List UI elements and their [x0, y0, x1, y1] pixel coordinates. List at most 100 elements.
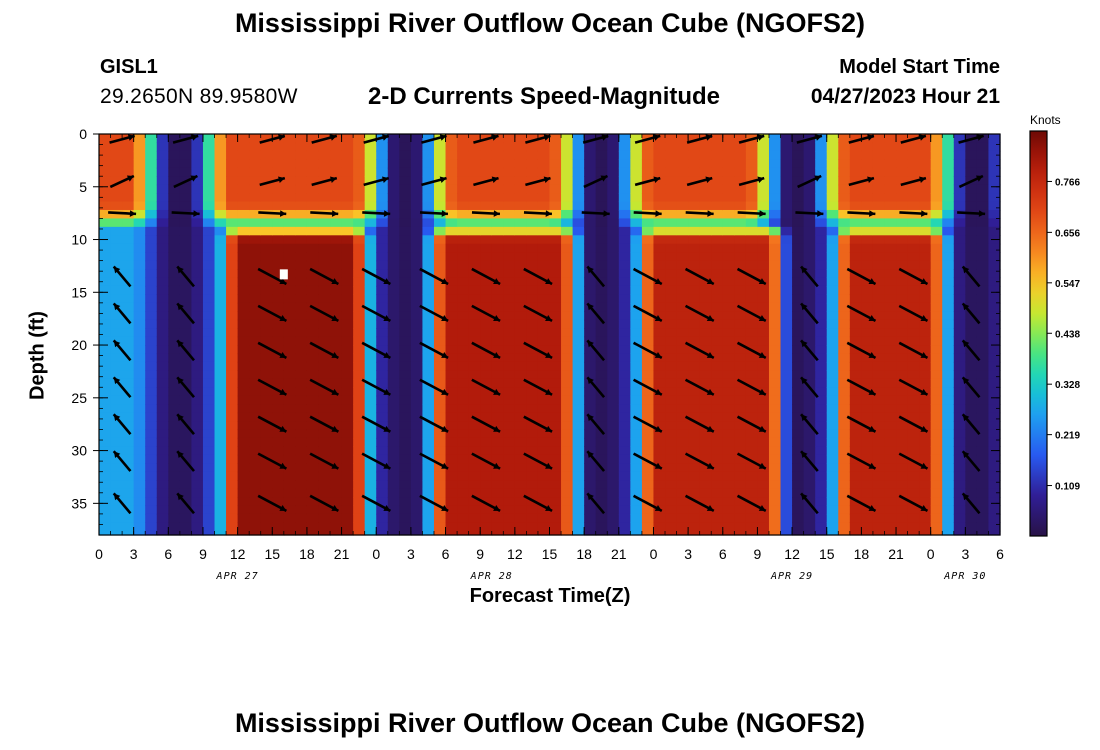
current-arrow — [523, 452, 553, 470]
heatmap-cell — [410, 454, 424, 464]
heatmap-cell — [976, 328, 990, 338]
heatmap-cell — [318, 488, 331, 498]
heatmap-cell — [445, 480, 458, 490]
current-arrow — [736, 304, 767, 323]
heatmap-cell — [849, 353, 862, 363]
heatmap-cell — [410, 142, 424, 152]
heatmap-cell — [122, 404, 135, 414]
heatmap-cell — [919, 252, 932, 262]
heatmap-cell — [884, 421, 897, 431]
heatmap-cell — [226, 176, 239, 186]
heatmap-cell — [503, 252, 516, 262]
heatmap-cell — [122, 395, 135, 405]
current-arrow — [961, 376, 981, 399]
heatmap-cell — [214, 167, 227, 177]
heatmap-cell — [226, 530, 239, 536]
heatmap-cell — [433, 429, 447, 439]
current-arrow — [586, 265, 606, 288]
current-arrow — [586, 302, 606, 325]
heatmap-cell — [399, 294, 412, 304]
heatmap-cell — [561, 134, 574, 144]
heatmap-cell — [699, 319, 712, 329]
heatmap-cell — [641, 260, 655, 270]
heatmap-cell — [237, 530, 250, 536]
heatmap-cell — [145, 404, 158, 414]
heatmap-cell — [653, 150, 666, 160]
heatmap-cell — [318, 328, 331, 338]
heatmap-cell — [526, 404, 539, 414]
heatmap-cell — [745, 412, 759, 422]
heatmap-cell — [572, 530, 585, 536]
heatmap-cell — [930, 429, 943, 439]
heatmap-cell — [110, 387, 123, 397]
heatmap-cell — [295, 471, 308, 481]
heatmap-cell — [699, 235, 712, 245]
heatmap-cell — [988, 209, 1001, 220]
heatmap-cell — [526, 395, 539, 405]
heatmap-cell — [306, 361, 320, 371]
heatmap-cell — [930, 412, 943, 422]
heatmap-cell — [965, 235, 978, 245]
heatmap-cell — [168, 269, 181, 279]
heatmap-cell — [907, 150, 920, 160]
heatmap-cell — [745, 505, 759, 515]
heatmap-cell — [803, 252, 816, 262]
heatmap-cell — [815, 480, 828, 490]
heatmap-cell — [815, 412, 828, 422]
heatmap-cell — [688, 404, 701, 414]
heatmap-cell — [653, 336, 666, 346]
heatmap-cell — [838, 167, 851, 177]
heatmap-cell — [330, 497, 343, 507]
heatmap-cell — [410, 522, 424, 532]
heatmap-cell — [942, 319, 955, 329]
heatmap-cell — [976, 201, 990, 211]
heatmap-cell — [942, 328, 955, 338]
heatmap-cell — [156, 193, 169, 203]
heatmap-cell — [745, 513, 759, 523]
heatmap-cell — [976, 260, 990, 270]
heatmap-cell — [988, 336, 1001, 346]
heatmap-cell — [711, 260, 724, 270]
current-arrow — [473, 176, 499, 187]
heatmap-cell — [884, 336, 897, 346]
heatmap-cell — [722, 497, 735, 507]
heatmap-cell — [237, 404, 250, 414]
heatmap-cell — [306, 454, 320, 464]
heatmap-cell — [168, 421, 181, 431]
heatmap-cell — [145, 319, 158, 329]
heatmap-cell — [514, 193, 527, 203]
heatmap-cell — [468, 277, 481, 287]
heatmap-cell — [237, 429, 250, 439]
heatmap-cell — [191, 480, 204, 490]
heatmap-cell — [410, 421, 424, 431]
heatmap-cell — [699, 505, 712, 515]
heatmap-cell — [815, 378, 828, 388]
heatmap-cell — [191, 226, 204, 236]
heatmap-cell — [445, 437, 458, 447]
heatmap-cell — [468, 505, 481, 515]
heatmap-cell — [514, 497, 527, 507]
heatmap-cell — [711, 370, 724, 380]
heatmap-cell — [919, 480, 932, 490]
heatmap-cell — [745, 471, 759, 481]
heatmap-cell — [537, 193, 551, 203]
heatmap-cell — [468, 421, 481, 431]
heatmap-cell — [792, 134, 805, 144]
heatmap-cell — [815, 134, 828, 144]
heatmap-cell — [387, 294, 400, 304]
heatmap-cell — [768, 404, 782, 414]
heatmap-cell — [803, 269, 816, 279]
heatmap-cell — [480, 522, 493, 532]
heatmap-cell — [283, 387, 296, 397]
heatmap-cell — [433, 294, 447, 304]
heatmap-cell — [815, 319, 828, 329]
heatmap-cell — [433, 142, 447, 152]
heatmap-cell — [214, 429, 227, 439]
heatmap-cell — [768, 370, 782, 380]
heatmap-cell — [665, 235, 678, 245]
heatmap-cell — [641, 319, 655, 329]
heatmap-cell — [780, 370, 793, 380]
heatmap-cell — [399, 480, 412, 490]
heatmap-cell — [953, 176, 966, 186]
heatmap-cell — [745, 302, 759, 312]
